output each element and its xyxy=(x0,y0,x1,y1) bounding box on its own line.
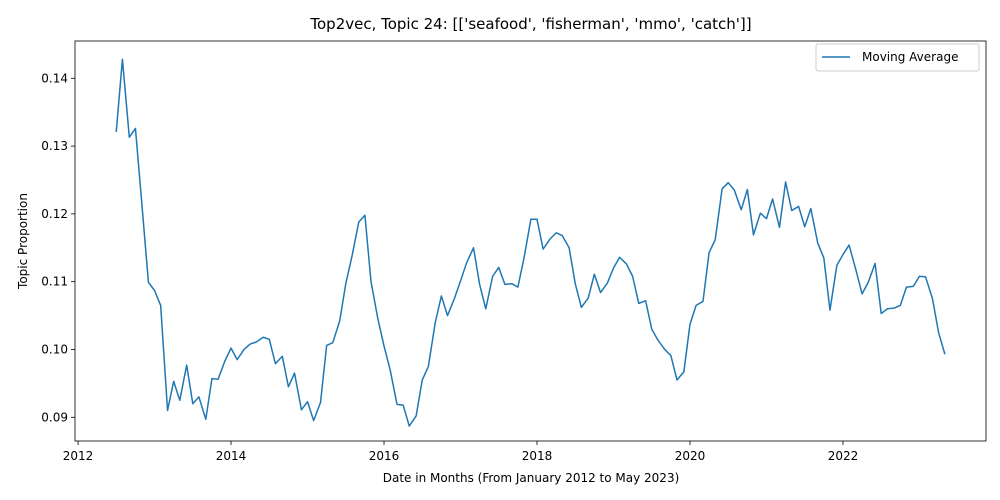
chart-title: Top2vec, Topic 24: [['seafood', 'fisherm… xyxy=(309,15,751,33)
x-tick-label: 2020 xyxy=(675,449,706,463)
legend: Moving Average xyxy=(815,43,980,72)
y-axis: 0.09 0.10 0.11 0.12 0.13 0.14 xyxy=(41,71,75,424)
y-tick-label: 0.12 xyxy=(41,207,68,221)
legend-frame xyxy=(815,43,980,72)
x-tick-label: 2022 xyxy=(828,449,859,463)
plot-frame xyxy=(74,40,987,442)
y-tick-label: 0.10 xyxy=(41,342,68,356)
x-tick-label: 2012 xyxy=(63,449,94,463)
y-tick-label: 0.14 xyxy=(41,71,68,85)
y-tick-label: 0.11 xyxy=(41,275,68,289)
series-line-moving-average xyxy=(115,58,946,427)
x-tick-label: 2014 xyxy=(216,449,247,463)
x-tick-label: 2018 xyxy=(522,449,553,463)
y-axis-label: Topic Proportion xyxy=(16,193,30,290)
plot-area xyxy=(74,40,987,442)
y-tick-label: 0.09 xyxy=(41,410,68,424)
x-tick-label: 2016 xyxy=(369,449,400,463)
legend-label-moving-average: Moving Average xyxy=(862,50,958,64)
x-axis: 2012 2014 2016 2018 2020 2022 xyxy=(63,441,858,463)
y-tick-label: 0.13 xyxy=(41,139,68,153)
x-axis-label: Date in Months (From January 2012 to May… xyxy=(383,471,680,485)
